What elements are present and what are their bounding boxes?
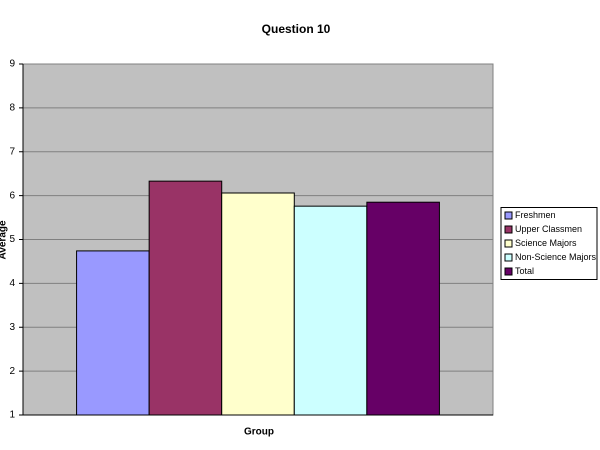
legend-label: Science Majors <box>515 238 577 248</box>
legend-label: Non-Science Majors <box>515 252 597 262</box>
y-tick-label: 7 <box>9 146 15 157</box>
y-tick-label: 1 <box>9 410 15 421</box>
y-tick-label: 9 <box>9 59 15 70</box>
legend-swatch <box>504 267 513 276</box>
legend-swatch <box>504 253 513 262</box>
bar <box>366 201 440 416</box>
y-tick-label: 8 <box>9 103 15 114</box>
y-tick-label: 6 <box>9 190 15 201</box>
bar <box>76 250 150 416</box>
legend-swatch <box>504 239 513 248</box>
bar <box>148 180 223 416</box>
legend-swatch <box>504 211 513 220</box>
y-tick-label: 4 <box>9 278 15 289</box>
legend-label: Freshmen <box>515 210 556 220</box>
y-tick-label: 2 <box>9 366 15 377</box>
y-tick-label: 3 <box>9 322 15 333</box>
y-axis-title: Average <box>0 220 9 260</box>
legend-box <box>500 207 598 280</box>
legend-swatch <box>504 225 513 234</box>
legend-label: Upper Classmen <box>515 224 582 234</box>
bar <box>293 205 368 416</box>
y-tick-label: 5 <box>9 234 15 245</box>
chart-title: Question 10 <box>262 22 331 36</box>
x-axis-title: Group <box>244 427 274 438</box>
bar <box>221 192 295 416</box>
legend-label: Total <box>515 266 534 276</box>
